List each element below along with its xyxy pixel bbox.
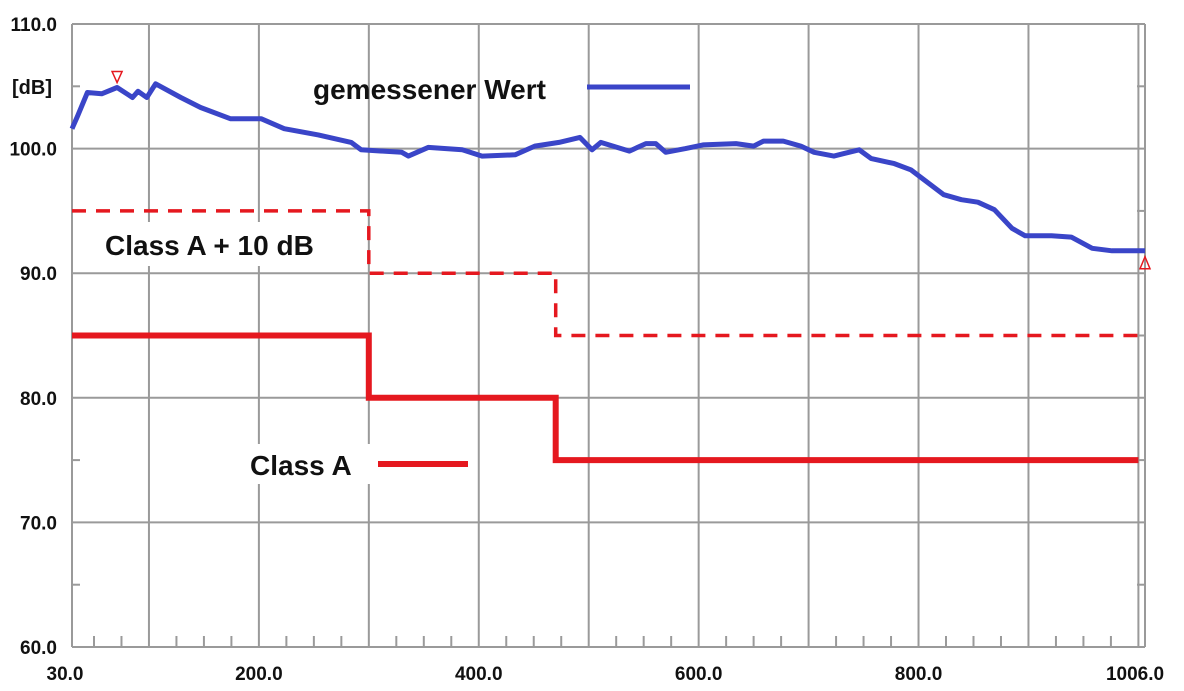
x-tick-label: 600.0	[675, 664, 723, 685]
x-tick-label: 1006.0	[1106, 664, 1164, 685]
x-tick-label: 200.0	[235, 664, 283, 685]
x-tick-label: 30.0	[47, 664, 84, 685]
legend-class-a: Class A	[240, 444, 468, 484]
series-layer	[69, 70, 1152, 464]
peak-marker-icon	[110, 70, 124, 85]
y-tick-label: 100.0	[9, 140, 57, 161]
y-axis-label: [dB]	[12, 77, 52, 99]
legend-label-background	[95, 222, 347, 266]
legend-label-background	[240, 444, 372, 484]
x-tick-label: 400.0	[455, 664, 503, 685]
y-tick-label: 80.0	[20, 389, 57, 410]
tick-labels: 60.0 70.0 80.0 90.0 100.0 110.0 30.0 200.0 400.0…	[9, 15, 1164, 685]
series-measured-line	[69, 81, 1145, 254]
end-marker-icon	[1138, 254, 1152, 270]
y-tick-label: 110.0	[11, 15, 58, 36]
series-class-a-plus-10-line	[72, 209, 1139, 338]
y-tick-label: 60.0	[20, 638, 57, 659]
y-tick-label: 90.0	[20, 264, 57, 285]
legend-measured: gemessener Wert	[313, 74, 690, 105]
legend-class-a-plus-10: Class A + 10 dB	[95, 222, 347, 266]
series-class-a-line	[72, 332, 1139, 464]
legend-label-class-a: Class A	[250, 450, 352, 481]
legend-label-class-a-plus-10: Class A + 10 dB	[105, 230, 314, 261]
legend-label-measured: gemessener Wert	[313, 74, 546, 105]
y-tick-label: 70.0	[20, 513, 57, 534]
x-tick-label: 800.0	[895, 664, 943, 685]
